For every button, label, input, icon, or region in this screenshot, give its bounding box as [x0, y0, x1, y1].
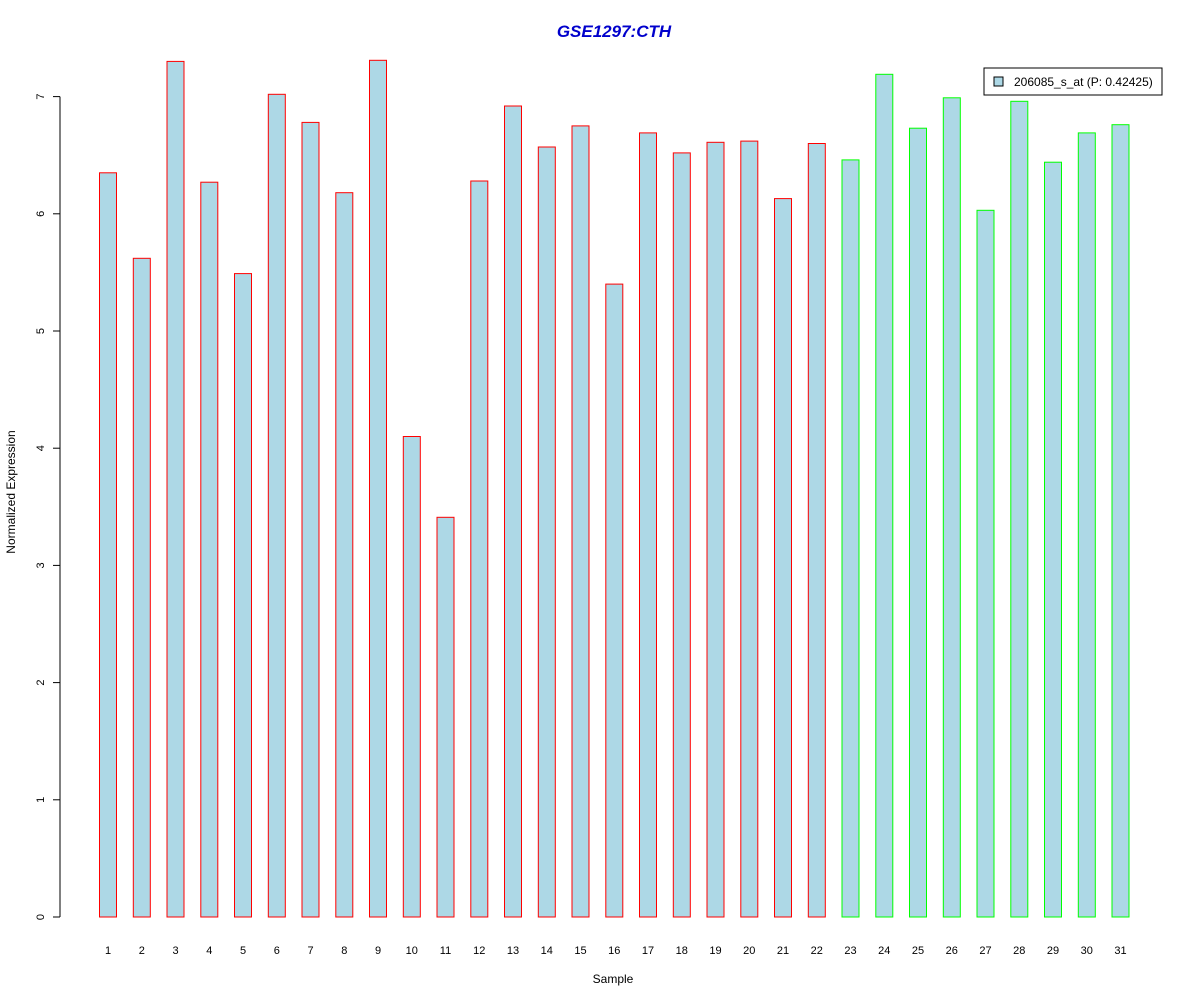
bar-sample-23 [841, 159, 860, 918]
bar-sample-3 [166, 60, 185, 918]
bar-sample-21 [774, 198, 792, 918]
x-tick-label: 25 [912, 945, 924, 957]
bar-sample-8 [335, 192, 354, 918]
x-tick-label: 15 [574, 945, 586, 957]
x-tick-label: 7 [307, 945, 313, 957]
bar-sample-16 [605, 283, 624, 918]
bar-sample-22 [807, 143, 826, 918]
bar-sample-31 [1111, 124, 1130, 918]
y-tick-label: 6 [35, 211, 47, 217]
x-tick-label: 19 [709, 945, 721, 957]
bar-sample-24 [875, 73, 894, 918]
x-tick-label: 18 [676, 945, 688, 957]
legend: 206085_s_at (P: 0.42425) [983, 67, 1163, 96]
bar-sample-18 [672, 152, 691, 918]
bar-sample-27 [976, 209, 995, 918]
legend-box [983, 67, 1163, 96]
x-tick-label: 8 [341, 945, 347, 957]
bar-sample-29 [1044, 161, 1062, 918]
bar-sample-30 [1077, 132, 1096, 918]
x-tick-label: 29 [1047, 945, 1059, 957]
bar-sample-14 [537, 146, 556, 918]
x-tick-label: 12 [473, 945, 485, 957]
bar-sample-19 [706, 141, 725, 918]
legend-label: 206085_s_at (P: 0.42425) [1014, 75, 1153, 89]
x-tick-label: 3 [172, 945, 178, 957]
y-tick-label: 2 [35, 680, 47, 686]
x-tick-label: 9 [375, 945, 381, 957]
x-tick-label: 30 [1081, 945, 1093, 957]
x-tick-label: 1 [105, 945, 111, 957]
y-tick-label: 0 [35, 914, 47, 920]
bar-sample-13 [504, 105, 522, 918]
y-axis: 0 1 2 3 4 5 6 7 [35, 94, 61, 920]
bar-sample-1 [99, 172, 117, 918]
bar-sample-15 [571, 125, 590, 918]
bar-sample-7 [301, 121, 320, 918]
bar-sample-28 [1010, 100, 1029, 918]
bar-sample-5 [234, 273, 252, 918]
x-tick-labels: 1 2 3 4 5 6 7 8 9 10 11 12 13 14 15 16 17 18 19 20 21 22 23 24 2… [105, 945, 1127, 957]
bar-sample-10 [402, 436, 421, 918]
bar-sample-2 [132, 257, 151, 918]
x-tick-label: 4 [206, 945, 212, 957]
bar-sample-12 [470, 180, 489, 918]
x-tick-label: 27 [979, 945, 991, 957]
bar-sample-20 [740, 140, 759, 918]
x-tick-label: 21 [777, 945, 789, 957]
x-tick-label: 20 [743, 945, 755, 957]
x-tick-label: 14 [541, 945, 553, 957]
x-tick-label: 28 [1013, 945, 1025, 957]
x-tick-label: 6 [274, 945, 280, 957]
legend-swatch [993, 76, 1004, 87]
bars [99, 59, 1130, 918]
x-tick-label: 26 [946, 945, 958, 957]
bar-sample-9 [369, 59, 387, 918]
bar-sample-25 [909, 127, 927, 918]
bar-sample-4 [200, 181, 219, 918]
x-axis-label: Sample [593, 972, 634, 986]
y-tick-label: 5 [35, 328, 47, 334]
y-tick-label: 3 [35, 562, 47, 568]
y-axis-label: Normalized Expression [4, 430, 18, 553]
x-tick-label: 5 [240, 945, 246, 957]
chart-title: GSE1297:CTH [557, 22, 672, 41]
y-tick-label: 1 [35, 797, 47, 803]
bar-sample-26 [942, 97, 961, 918]
bar-sample-17 [639, 132, 657, 918]
bar-sample-11 [436, 516, 455, 918]
bar-sample-6 [267, 93, 286, 918]
x-tick-label: 2 [139, 945, 145, 957]
x-tick-label: 22 [811, 945, 823, 957]
x-tick-label: 17 [642, 945, 654, 957]
x-tick-label: 23 [844, 945, 856, 957]
x-tick-label: 24 [878, 945, 890, 957]
y-tick-label: 4 [35, 445, 47, 451]
x-tick-label: 13 [507, 945, 519, 957]
x-tick-label: 10 [406, 945, 418, 957]
x-tick-label: 11 [440, 945, 451, 957]
y-tick-label: 7 [35, 94, 47, 100]
x-tick-label: 16 [608, 945, 620, 957]
x-tick-label: 31 [1114, 945, 1126, 957]
